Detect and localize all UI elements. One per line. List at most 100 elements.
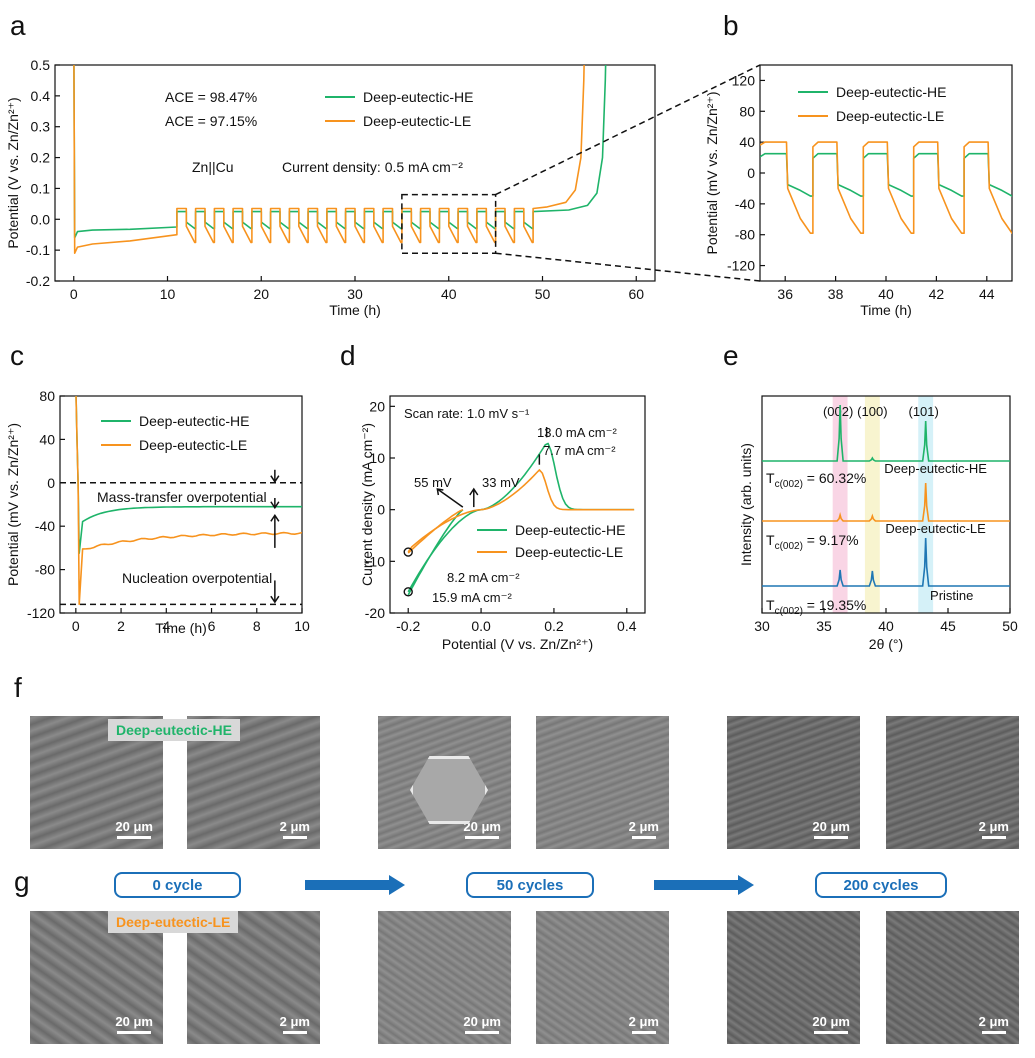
x-tick-label: 35 <box>816 618 832 634</box>
x-tick-label: 50 <box>535 286 551 302</box>
x-axis-label-c: Time (h) <box>155 620 207 636</box>
series-line-le <box>73 65 585 254</box>
x-tick-label: 40 <box>878 286 894 302</box>
x-tick-label: -0.2 <box>396 618 420 634</box>
x-axis-label-e: 2θ (°) <box>869 636 903 652</box>
scale-bar-line <box>282 836 307 839</box>
sem-image: 2 μm <box>886 911 1019 1044</box>
x-tick-label: 30 <box>754 618 770 634</box>
scale-bar: 20 μm <box>812 819 850 839</box>
legend-a-le: Deep-eutectic-LE <box>363 113 471 129</box>
panel-label-f: f <box>14 672 22 703</box>
peak-band-2 <box>918 396 934 613</box>
scale-bar: 20 μm <box>463 1014 501 1034</box>
y-tick-label: 0.4 <box>31 88 51 104</box>
sem-image: 2 μm <box>886 716 1019 849</box>
x-tick-label: 38 <box>828 286 844 302</box>
scale-bar: 20 μm <box>115 819 153 839</box>
x-tick-label: 40 <box>441 286 457 302</box>
scale-bar-label: 2 μm <box>628 819 659 834</box>
peak-label: (002) <box>823 404 853 419</box>
panel-label-c: c <box>10 340 24 371</box>
series-line-d-he <box>407 442 635 593</box>
legend-b-he: Deep-eutectic-HE <box>836 84 947 100</box>
panel-label-a: a <box>10 10 26 41</box>
legend-d-he: Deep-eutectic-HE <box>515 522 626 538</box>
scale-bar: 2 μm <box>629 1014 659 1034</box>
plot-frame-c <box>59 395 303 614</box>
mass-transfer-label: Mass-transfer overpotential <box>97 489 267 505</box>
stage-arrow-shaft <box>305 880 389 890</box>
scale-bar-line <box>814 836 849 839</box>
x-tick-label: 20 <box>253 286 269 302</box>
scale-bar: 20 μm <box>812 1014 850 1034</box>
y-tick-label: -0.2 <box>26 273 50 289</box>
scale-bar-line <box>465 1031 500 1034</box>
xrd-name-1: Deep-eutectic-LE <box>885 521 986 536</box>
x-tick-label: 6 <box>208 618 216 634</box>
scale-bar-line <box>465 836 500 839</box>
x-axis-label-d: Potential (V vs. Zn/Zn²⁺) <box>442 636 593 652</box>
y-tick-label: -20 <box>365 605 385 621</box>
sem-image: 20 μm <box>378 716 511 849</box>
x-tick-label: 0.2 <box>544 618 564 634</box>
scale-bar: 2 μm <box>280 1014 310 1034</box>
stage-arrow-shaft <box>654 880 738 890</box>
sem-image: 20 μm <box>727 911 860 1044</box>
series-line-d-forward-le <box>407 508 464 554</box>
scale-bar-label: 2 μm <box>628 1014 659 1029</box>
y-axis-label-d: Current density (mA cm⁻²) <box>359 423 375 586</box>
y-axis-label-e: Intensity (arb. units) <box>738 443 754 566</box>
arrow-mass-bottom-head <box>270 501 280 510</box>
x-tick-label: 36 <box>777 286 793 302</box>
scale-bar-label: 20 μm <box>115 819 153 834</box>
series-line-c-he <box>75 396 302 555</box>
peak-label: (100) <box>857 404 887 419</box>
arrow-nuc-up-head <box>270 513 280 522</box>
series-line-b-he <box>760 152 1012 197</box>
onset-arrow-le-head <box>436 488 444 496</box>
stage-arrow <box>654 875 754 895</box>
y-tick-label: 0.5 <box>31 57 51 73</box>
legend-a-he: Deep-eutectic-HE <box>363 89 474 105</box>
y-tick-label: 0 <box>47 475 55 491</box>
x-tick-label: 42 <box>929 286 945 302</box>
y-tick-label: 80 <box>39 388 55 404</box>
y-tick-label: 0 <box>377 502 385 518</box>
y-tick-label: 20 <box>369 398 385 414</box>
scale-bar-line <box>282 1031 307 1034</box>
y-axis-label-c: Potential (mV vs. Zn/Zn²⁺) <box>5 423 21 586</box>
texture-label-2: Tc(002) = 19.35% <box>766 597 866 617</box>
texture-label-0: Tc(002) = 60.32% <box>766 470 866 490</box>
xrd-name-2: Pristine <box>930 588 973 603</box>
x-tick-label: 10 <box>160 286 176 302</box>
x-tick-label: 10 <box>294 618 310 634</box>
y-tick-label: -40 <box>35 518 55 534</box>
zoom-connector-bottom <box>495 252 761 282</box>
plot-frame-e <box>761 395 1011 614</box>
x-axis-label-b: Time (h) <box>860 302 912 318</box>
arrow-mass-top-head <box>270 475 280 484</box>
he-min-label: 15.9 mA cm⁻² <box>432 590 512 605</box>
panel-label-e: e <box>723 340 739 371</box>
scale-bar-label: 20 μm <box>463 1014 501 1029</box>
y-tick-label: 40 <box>739 134 755 150</box>
peak-band-1 <box>864 396 880 613</box>
nucleation-label: Nucleation overpotential <box>122 570 272 586</box>
panel-label-g: g <box>14 866 30 897</box>
sem-image: 2 μm <box>536 911 669 1044</box>
x-tick-label: 45 <box>940 618 956 634</box>
sem-image: 20 μm <box>378 911 511 1044</box>
he-peak-label: 13.0 mA cm⁻² <box>537 425 617 440</box>
scan-rate-label: Scan rate: 1.0 mV s⁻¹ <box>404 406 530 421</box>
scale-bar-line <box>981 836 1006 839</box>
scale-bar-label: 20 μm <box>812 1014 850 1029</box>
zoom-box <box>401 193 497 254</box>
x-tick-label: 40 <box>878 618 894 634</box>
series-line-d-forward-he <box>407 509 464 596</box>
onset-arrow-he-head <box>469 487 479 496</box>
cycle-box-1: 50 cycles <box>466 872 594 898</box>
xrd-name-0: Deep-eutectic-HE <box>884 461 987 476</box>
y-tick-label: 80 <box>739 103 755 119</box>
y-tick-label: 10 <box>369 450 385 466</box>
